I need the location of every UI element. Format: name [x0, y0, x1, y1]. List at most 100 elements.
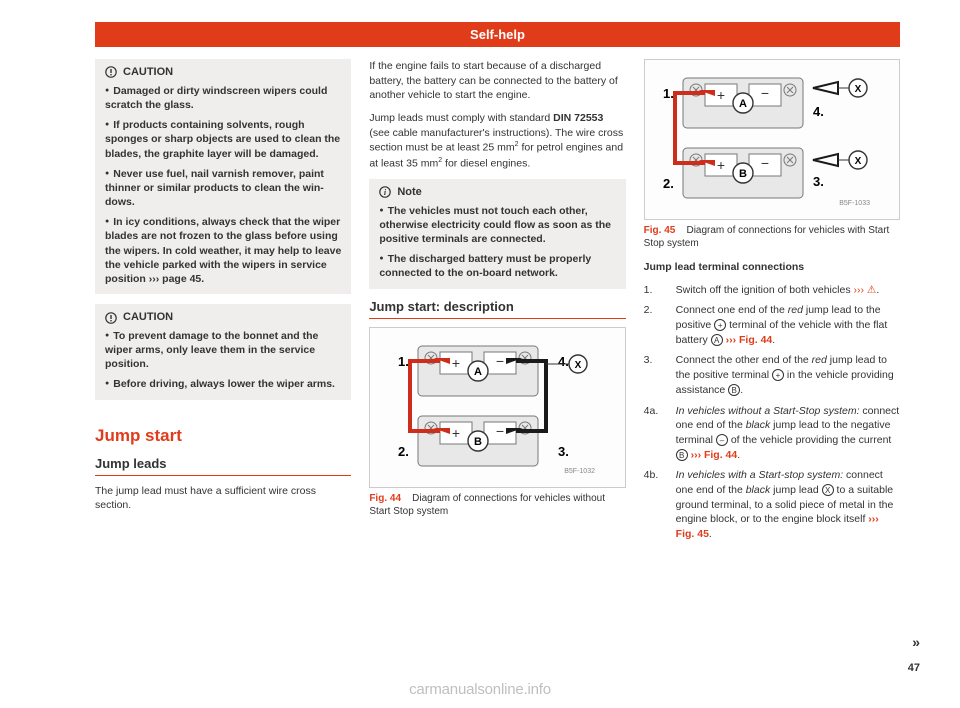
subsection-jump-start-desc: Jump start: description — [369, 299, 625, 319]
text: of the vehicle providing the current — [728, 434, 891, 446]
figure-44: + − A + − B 1. — [369, 327, 625, 488]
text-italic: black — [746, 484, 771, 496]
steps-list: 1. Switch off the ignition of both vehic… — [644, 283, 900, 548]
page-number: 47 — [908, 662, 920, 674]
svg-text:i: i — [384, 188, 387, 197]
text: . — [737, 449, 740, 461]
body-text: Jump leads must comply with standard DIN… — [369, 111, 625, 171]
svg-text:B: B — [739, 168, 747, 180]
text: Switch off the ignition of both vehicles — [676, 284, 854, 296]
column-1: CAUTION Damaged or dirty windscreen wipe… — [95, 59, 351, 548]
step-num: 2. — [644, 303, 666, 347]
label-symbol: X — [822, 484, 834, 496]
text: jump lead — [770, 484, 821, 496]
svg-text:X: X — [575, 360, 582, 371]
svg-text:+: + — [452, 355, 460, 371]
figure-label: Fig. 44 — [369, 493, 401, 504]
terminal-symbol: – — [716, 434, 728, 446]
svg-text:X: X — [854, 156, 861, 167]
text: . — [709, 528, 712, 540]
note-icon: i — [379, 186, 391, 198]
text: . — [876, 284, 879, 296]
list-item: 2. Connect one end of the red jump lead … — [644, 303, 900, 347]
text: for diesel engines. — [442, 157, 530, 169]
note-item: The discharged battery must be properly … — [379, 252, 615, 280]
svg-text:4.: 4. — [813, 104, 824, 119]
svg-text:3.: 3. — [813, 174, 824, 189]
step-num: 4b. — [644, 468, 666, 541]
note-item: The vehicles must not touch each other, … — [379, 204, 615, 247]
text-bold: DIN 72553 — [553, 112, 603, 124]
list-item: 4a. In vehicles without a Start-Stop sys… — [644, 404, 900, 463]
subheading: Jump lead terminal connections — [644, 260, 900, 275]
figure-label: Fig. 45 — [644, 225, 676, 236]
svg-text:2.: 2. — [663, 176, 674, 191]
list-item: 3. Connect the other end of the red jump… — [644, 353, 900, 397]
text: Connect one end of the — [676, 304, 788, 316]
svg-text:−: − — [761, 155, 769, 171]
caution-box-1: CAUTION Damaged or dirty windscreen wipe… — [95, 59, 351, 294]
watermark: carmanualsonline.info — [409, 681, 551, 698]
list-item: 1. Switch off the ignition of both vehic… — [644, 283, 900, 298]
svg-text:−: − — [496, 353, 504, 369]
cross-ref: ››› Fig. 44 — [723, 334, 773, 346]
terminal-symbol: + — [772, 369, 784, 381]
svg-text:B5F-1032: B5F-1032 — [565, 468, 596, 475]
caution-item: To prevent damage to the bonnet and the … — [105, 329, 341, 372]
caution-title: CAUTION — [123, 65, 173, 80]
body-text: If the engine fails to start because of … — [369, 59, 625, 103]
caution-item: Never use fuel, nail varnish remover, pa… — [105, 167, 341, 210]
svg-text:+: + — [717, 157, 725, 173]
text-italic: red — [788, 304, 803, 316]
label-symbol: A — [711, 334, 723, 346]
svg-text:A: A — [474, 366, 482, 378]
caution-title: CAUTION — [123, 310, 173, 325]
caution-item: If products containing solvents, rough s… — [105, 118, 341, 161]
caution-item: Damaged or dirty windscreen wipers could… — [105, 84, 341, 112]
svg-text:X: X — [854, 84, 861, 95]
caution-icon — [105, 312, 117, 324]
svg-text:1.: 1. — [398, 354, 409, 369]
caution-item: In icy conditions, always check that the… — [105, 215, 341, 286]
figure-45-caption: Fig. 45 Diagram of connections for vehic… — [644, 224, 900, 250]
svg-text:1.: 1. — [663, 86, 674, 101]
note-box: i Note The vehicles must not touch each … — [369, 179, 625, 289]
terminal-symbol: + — [714, 319, 726, 331]
svg-text:4.: 4. — [558, 354, 569, 369]
step-num: 3. — [644, 353, 666, 397]
caution-box-2: CAUTION To prevent damage to the bonnet … — [95, 304, 351, 400]
caution-icon — [105, 66, 117, 78]
label-symbol: B — [676, 449, 688, 461]
column-3: + − A + − B 1. — [644, 59, 900, 548]
cross-ref: ››› Fig. 44 — [688, 449, 738, 461]
body-text: The jump lead must have a sufficient wir… — [95, 484, 351, 513]
section-heading-jump-start: Jump start — [95, 426, 351, 446]
caution-item: Before driving, always lower the wiper a… — [105, 377, 341, 391]
svg-text:3.: 3. — [558, 444, 569, 459]
text: . — [772, 334, 775, 346]
text-italic: black — [746, 419, 771, 431]
text: Connect the other end of the — [676, 354, 812, 366]
svg-text:−: − — [761, 85, 769, 101]
figure-44-caption: Fig. 44 Diagram of connections for vehic… — [369, 492, 625, 518]
label-symbol: B — [728, 384, 740, 396]
text-italic: red — [812, 354, 827, 366]
svg-text:+: + — [452, 425, 460, 441]
text-italic: In vehicles without a Start-Stop system: — [676, 405, 860, 417]
svg-text:+: + — [717, 87, 725, 103]
svg-text:2.: 2. — [398, 444, 409, 459]
svg-text:A: A — [739, 98, 747, 110]
column-2: If the engine fails to start because of … — [369, 59, 625, 548]
continuation-mark: » — [912, 634, 920, 650]
warning-icon: ››› ⚠ — [854, 284, 877, 296]
text-italic: In vehicles with a Start-stop system: — [676, 469, 843, 481]
subsection-jump-leads: Jump leads — [95, 456, 351, 476]
list-item: 4b. In vehicles with a Start-stop system… — [644, 468, 900, 541]
svg-text:B: B — [474, 436, 482, 448]
svg-text:B5F-1033: B5F-1033 — [839, 200, 870, 207]
page-header: Self-help — [95, 22, 900, 47]
text: . — [740, 384, 743, 396]
figure-45: + − A + − B 1. — [644, 59, 900, 220]
note-title: Note — [397, 185, 421, 200]
step-num: 1. — [644, 283, 666, 298]
